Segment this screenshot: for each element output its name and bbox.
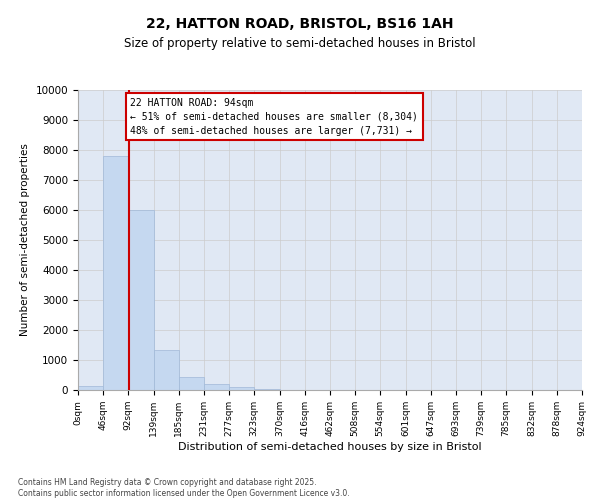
Text: Contains HM Land Registry data © Crown copyright and database right 2025.
Contai: Contains HM Land Registry data © Crown c…: [18, 478, 350, 498]
Text: Size of property relative to semi-detached houses in Bristol: Size of property relative to semi-detach…: [124, 38, 476, 51]
Y-axis label: Number of semi-detached properties: Number of semi-detached properties: [20, 144, 30, 336]
Bar: [154, 350, 179, 390]
Text: 22, HATTON ROAD, BRISTOL, BS16 1AH: 22, HATTON ROAD, BRISTOL, BS16 1AH: [146, 18, 454, 32]
Bar: [103, 156, 128, 390]
Bar: [204, 384, 229, 390]
Bar: [78, 386, 103, 390]
Bar: [254, 388, 280, 390]
Bar: [229, 386, 254, 390]
Bar: [179, 377, 204, 390]
Text: 22 HATTON ROAD: 94sqm
← 51% of semi-detached houses are smaller (8,304)
48% of s: 22 HATTON ROAD: 94sqm ← 51% of semi-deta…: [130, 98, 418, 136]
Bar: [128, 210, 154, 390]
X-axis label: Distribution of semi-detached houses by size in Bristol: Distribution of semi-detached houses by …: [178, 442, 482, 452]
